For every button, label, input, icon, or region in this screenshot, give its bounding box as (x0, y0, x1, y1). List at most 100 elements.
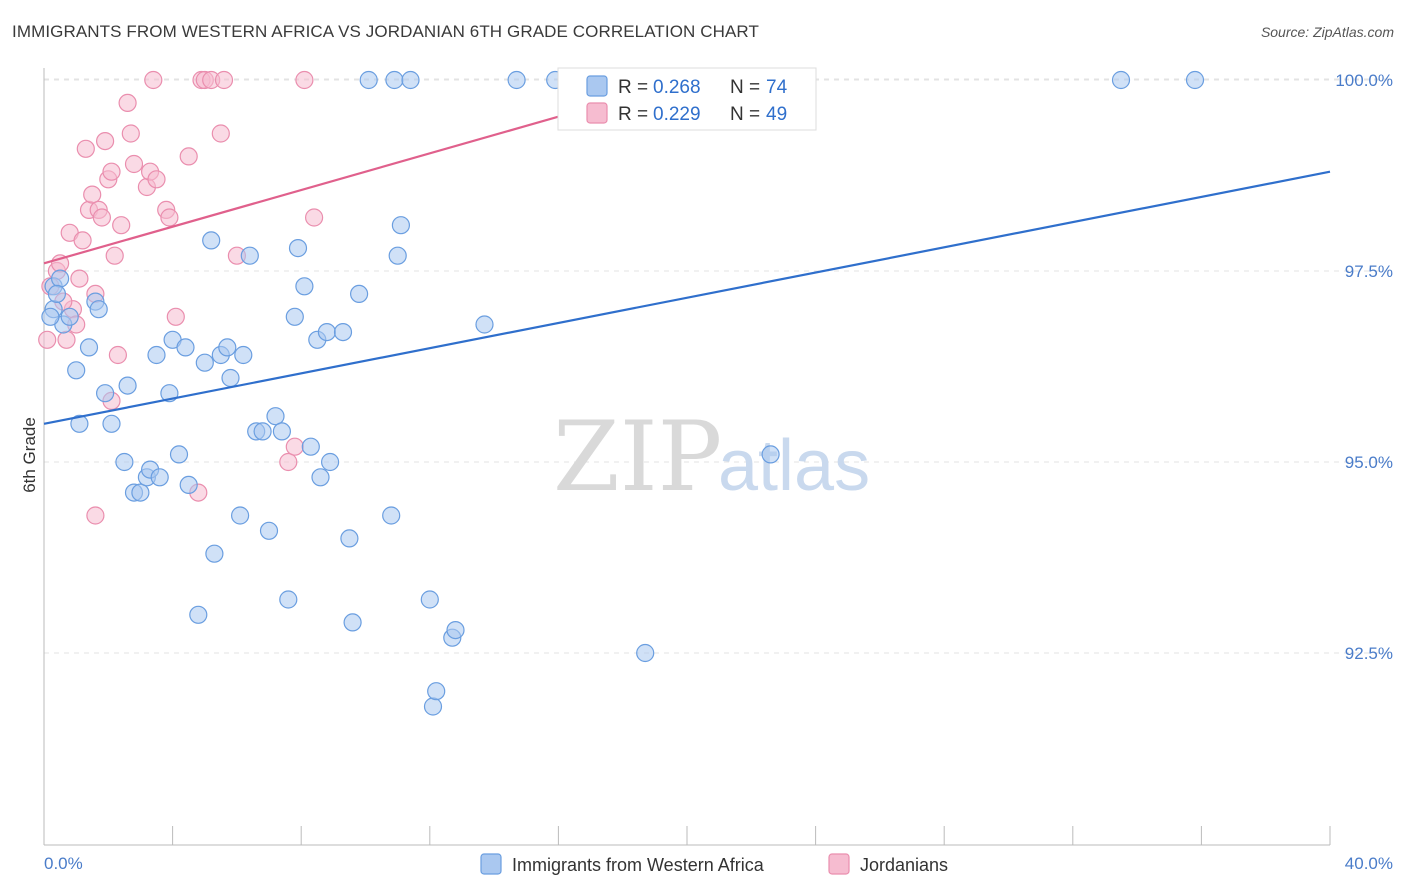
point-western-africa-44 (301, 437, 320, 456)
point-western-africa-2 (50, 269, 70, 288)
gridlines (44, 78, 1392, 654)
point-western-africa-56 (388, 246, 407, 265)
point-western-africa-24 (179, 475, 198, 494)
point-jordanians-19 (108, 345, 128, 365)
series-western-africa (41, 70, 1205, 716)
point-western-africa-69 (761, 445, 780, 464)
point-jordanians-15 (95, 132, 115, 151)
trend-line-western-africa (43, 170, 1331, 425)
point-western-africa-31 (221, 368, 240, 388)
point-western-africa-6 (70, 414, 89, 433)
point-western-africa-41 (285, 307, 304, 326)
series-jordanians (38, 70, 671, 525)
stats-legend: R = 0.268 N = 74 R = 0.229 N = 49 (557, 67, 817, 131)
point-western-africa-42 (288, 239, 308, 258)
point-jordanians-18 (105, 246, 124, 265)
legend-swatch-blue (586, 75, 608, 97)
point-western-africa-65 (507, 70, 526, 90)
point-jordanians-42 (86, 506, 105, 525)
point-jordanians-11 (83, 185, 102, 204)
point-western-africa-53 (359, 70, 378, 90)
point-western-africa-62 (423, 697, 443, 716)
point-western-africa-59 (420, 590, 439, 609)
chart-title: IMMIGRANTS FROM WESTERN AFRICA VS JORDAN… (12, 22, 759, 41)
point-western-africa-40 (279, 590, 298, 609)
point-jordanians-23 (124, 154, 144, 174)
point-jordanians-39 (285, 437, 304, 456)
point-western-africa-48 (321, 452, 340, 472)
watermark-zip: ZIP (553, 401, 722, 513)
point-western-africa-73 (47, 284, 67, 303)
y-tick-label-3: 100.0% (1335, 71, 1393, 90)
legend-r-label-pink: R = (618, 104, 648, 125)
point-jordanians-28 (160, 208, 179, 227)
point-western-africa-51 (343, 613, 362, 632)
point-western-africa-52 (350, 284, 369, 303)
point-western-africa-55 (385, 70, 404, 90)
point-jordanians-0 (38, 330, 57, 349)
legend-n-value-blue: 74 (766, 77, 788, 98)
y-axis-label: 6th Grade (20, 417, 39, 493)
point-western-africa-61 (446, 620, 465, 640)
y-tick-label-0: 92.5% (1345, 644, 1393, 663)
legend-n-value-pink: 49 (766, 104, 787, 125)
point-jordanians-9 (76, 139, 95, 158)
point-western-africa-22 (169, 445, 189, 464)
point-jordanians-45 (70, 269, 89, 288)
point-western-africa-64 (475, 315, 494, 334)
x-tick-label-max: 40.0% (1345, 854, 1393, 873)
point-western-africa-63 (427, 682, 446, 701)
point-jordanians-17 (102, 162, 121, 181)
bottom-legend-swatch-pink (828, 853, 850, 875)
point-jordanians-43 (144, 70, 163, 90)
point-jordanians-4 (57, 330, 76, 349)
point-western-africa-46 (311, 468, 330, 487)
point-western-africa-15 (131, 483, 150, 502)
point-western-africa-4 (60, 307, 79, 326)
point-jordanians-30 (179, 147, 198, 166)
point-western-africa-39 (272, 422, 291, 441)
point-western-africa-30 (218, 338, 237, 357)
point-western-africa-28 (205, 544, 224, 563)
point-jordanians-36 (214, 70, 234, 90)
y-tick-labels: 92.5% 95.0% 97.5% 100.0% (1335, 71, 1393, 663)
watermark: ZIP atlas (553, 401, 870, 513)
point-western-africa-23 (176, 338, 195, 357)
point-western-africa-18 (150, 468, 169, 487)
point-jordanians-35 (211, 124, 230, 143)
point-western-africa-49 (333, 323, 353, 342)
legend-n-label-pink: N = (730, 104, 760, 125)
point-western-africa-54 (382, 506, 401, 525)
point-western-africa-47 (317, 323, 336, 342)
point-western-africa-32 (231, 506, 250, 525)
legend-r-value-blue: 0.268 (653, 77, 701, 98)
watermark-atlas: atlas (718, 426, 870, 506)
bottom-legend-swatch-blue (480, 853, 502, 875)
point-western-africa-19 (147, 345, 166, 365)
point-western-africa-10 (95, 384, 115, 403)
bottom-legend-label-blue: Immigrants from Western Africa (512, 855, 765, 875)
axes (43, 68, 1331, 846)
legend-swatch-pink (586, 102, 608, 124)
point-jordanians-21 (118, 93, 137, 113)
legend-r-value-pink: 0.229 (653, 104, 701, 125)
bottom-legend-label-pink: Jordanians (860, 855, 948, 875)
point-western-africa-12 (115, 452, 134, 472)
point-jordanians-38 (279, 452, 298, 472)
legend-n-label-blue: N = (730, 77, 760, 98)
y-tick-label-1: 95.0% (1345, 453, 1393, 472)
point-western-africa-11 (102, 414, 121, 433)
point-western-africa-38 (266, 407, 285, 426)
point-western-africa-7 (79, 338, 99, 357)
point-western-africa-68 (636, 643, 655, 663)
point-western-africa-50 (340, 529, 359, 548)
point-jordanians-8 (73, 231, 92, 250)
point-western-africa-37 (259, 521, 279, 540)
point-jordanians-14 (92, 208, 112, 227)
point-western-africa-26 (195, 353, 214, 372)
point-western-africa-27 (202, 231, 221, 250)
point-western-africa-25 (189, 605, 208, 624)
point-jordanians-26 (147, 170, 166, 189)
point-western-africa-9 (89, 300, 108, 319)
